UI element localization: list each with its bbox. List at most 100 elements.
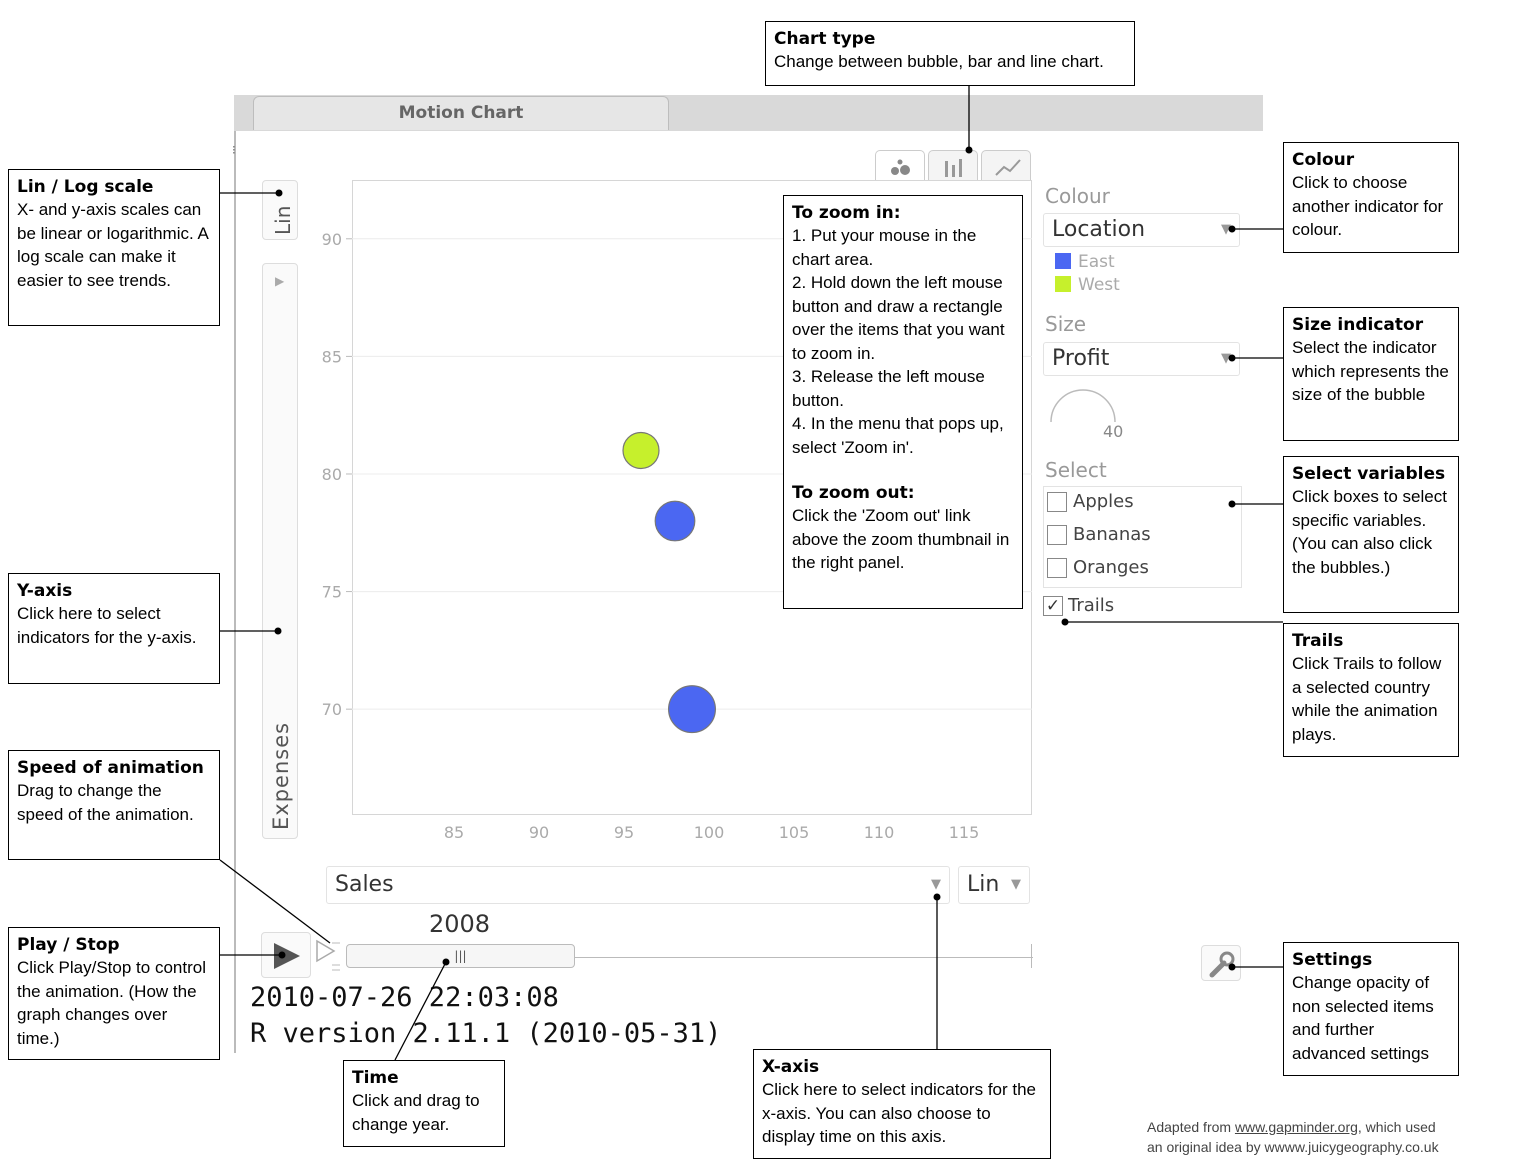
- callout-trails-title: Trails: [1292, 631, 1344, 651]
- size-selector[interactable]: Profit ▼: [1043, 342, 1240, 376]
- zoom-in-step: 4. In the menu that pops up, select 'Zoo…: [792, 414, 1004, 457]
- chevron-down-icon: ▼: [1011, 877, 1021, 892]
- x-axis-indicator-label: Sales: [335, 872, 394, 897]
- zoom-in-step: 1. Put your mouse in the chart area.: [792, 226, 977, 269]
- select-label-bananas: Bananas: [1073, 524, 1151, 545]
- callout-trails: Trails Click Trails to follow a selected…: [1283, 623, 1459, 757]
- colour-label: Colour: [1045, 184, 1110, 208]
- callout-size: Size indicator Select the indicator whic…: [1283, 307, 1459, 441]
- data-bubble[interactable]: [622, 431, 660, 470]
- callout-x-axis-body: Click here to select indicators for the …: [762, 1080, 1037, 1146]
- settings-button[interactable]: [1201, 945, 1241, 981]
- size-label: Size: [1045, 312, 1087, 336]
- colour-selector[interactable]: Location ▼: [1043, 213, 1240, 247]
- zoom-out-title: To zoom out:: [792, 483, 915, 503]
- callout-x-axis-title: X-axis: [762, 1057, 820, 1077]
- tab-motion-chart[interactable]: Motion Chart: [253, 96, 669, 130]
- chevron-down-icon: ▼: [1221, 351, 1231, 366]
- select-label: Select: [1045, 458, 1107, 482]
- timestamp: 2010-07-26 22:03:08: [250, 982, 559, 1013]
- select-checkbox-oranges[interactable]: [1047, 558, 1067, 578]
- zoom-in-title: To zoom in:: [792, 203, 901, 223]
- callout-time-body: Click and drag to change year.: [352, 1091, 480, 1134]
- line-chart-icon: [995, 159, 1021, 176]
- callout-speed: Speed of animation Drag to change the sp…: [8, 750, 220, 860]
- select-checkbox-bananas[interactable]: [1047, 525, 1067, 545]
- callout-chart-type-title: Chart type: [774, 29, 876, 49]
- legend-swatch-west: [1055, 276, 1071, 292]
- wrench-icon: [1209, 951, 1235, 978]
- callout-time: Time Click and drag to change year.: [343, 1060, 505, 1147]
- size-gauge-value: 40: [1103, 422, 1124, 441]
- x-scale-label: Lin: [967, 872, 1000, 897]
- trails-checkbox[interactable]: ✓: [1043, 596, 1063, 616]
- time-slider-handle[interactable]: |||: [346, 944, 575, 968]
- x-tick-label: 95: [614, 823, 634, 842]
- select-checkbox-apples[interactable]: [1047, 492, 1067, 512]
- callout-y-axis: Y-axis Click here to select indicators f…: [8, 573, 220, 684]
- y-tick-label: 85: [322, 347, 342, 366]
- bubble-chart-icon: [891, 159, 910, 175]
- callout-select-body: Click boxes to select specific variables…: [1292, 487, 1447, 577]
- line-chart-tab[interactable]: [981, 150, 1031, 180]
- bar-chart-icon: [945, 159, 962, 177]
- callout-time-title: Time: [352, 1068, 399, 1088]
- y-tick-label: 90: [322, 230, 342, 249]
- callout-y-axis-body: Click here to select indicators for the …: [17, 604, 197, 647]
- data-bubble[interactable]: [654, 500, 696, 542]
- x-scale-selector[interactable]: Lin ▼: [958, 866, 1030, 904]
- footer-prefix: Adapted from: [1147, 1119, 1235, 1135]
- callout-y-axis-title: Y-axis: [17, 581, 73, 601]
- gapminder-link[interactable]: www.gapminder.org: [1234, 1119, 1358, 1135]
- x-axis-selector[interactable]: Sales ▼: [326, 866, 950, 904]
- footer-credit: Adapted from www.gapminder.org, which us…: [1147, 1117, 1439, 1157]
- x-tick-label: 115: [949, 823, 980, 842]
- year-label: 2008: [429, 910, 491, 938]
- callout-colour-title: Colour: [1292, 150, 1355, 170]
- footer-suffix: , which used: [1357, 1119, 1436, 1135]
- bubble-chart-tab[interactable]: [875, 150, 925, 180]
- chevron-down-icon: ▼: [1221, 222, 1231, 237]
- select-list: [1043, 486, 1242, 588]
- y-axis-expand-icon: ▶: [275, 274, 285, 288]
- callout-select-title: Select variables: [1292, 464, 1446, 484]
- select-label-apples: Apples: [1073, 491, 1134, 512]
- callout-zoom: To zoom in: 1. Put your mouse in the cha…: [783, 195, 1023, 609]
- callout-chart-type-body: Change between bubble, bar and line char…: [774, 52, 1104, 71]
- y-tick-label: 80: [322, 465, 342, 484]
- chevron-down-icon: ▼: [931, 877, 941, 892]
- speed-icon: [316, 939, 340, 971]
- callout-size-body: Select the indicator which represents th…: [1292, 338, 1449, 404]
- time-track[interactable]: [346, 957, 1033, 958]
- callout-colour-body: Click to choose another indicator for co…: [1292, 173, 1444, 239]
- callout-speed-body: Drag to change the speed of the animatio…: [17, 781, 194, 824]
- speed-slider[interactable]: [314, 937, 342, 973]
- select-label-oranges: Oranges: [1073, 557, 1149, 578]
- x-tick-label: 85: [444, 823, 464, 842]
- x-tick-label: 110: [864, 823, 895, 842]
- zoom-out-body: Click the 'Zoom out' link above the zoom…: [792, 506, 1010, 572]
- x-tick-label: 100: [694, 823, 725, 842]
- callout-speed-title: Speed of animation: [17, 758, 204, 778]
- callout-trails-body: Click Trails to follow a selected countr…: [1292, 654, 1442, 744]
- play-icon: [274, 943, 300, 969]
- y-axis-selector[interactable]: ▶ Expenses: [262, 263, 298, 839]
- callout-colour: Colour Click to choose another indicator…: [1283, 142, 1459, 253]
- x-tick-label: 90: [529, 823, 549, 842]
- trails-label: Trails: [1068, 595, 1115, 616]
- callout-lin-log-body: X- and y-axis scales can be linear or lo…: [17, 200, 208, 290]
- callout-play-stop-title: Play / Stop: [17, 935, 120, 955]
- chart-frame-border: [234, 95, 236, 1053]
- colour-value: Location: [1052, 217, 1146, 242]
- y-tick-label: 70: [322, 700, 342, 719]
- zoom-in-step: 3. Release the left mouse button.: [792, 367, 985, 410]
- data-bubble[interactable]: [667, 685, 716, 734]
- bar-chart-tab[interactable]: [928, 150, 978, 180]
- r-version: R version 2.11.1 (2010-05-31): [250, 1018, 722, 1049]
- callout-chart-type: Chart type Change between bubble, bar an…: [765, 21, 1135, 86]
- callout-size-title: Size indicator: [1292, 315, 1424, 335]
- callout-lin-log: Lin / Log scale X- and y-axis scales can…: [8, 169, 220, 326]
- y-tick-label: 75: [322, 583, 342, 602]
